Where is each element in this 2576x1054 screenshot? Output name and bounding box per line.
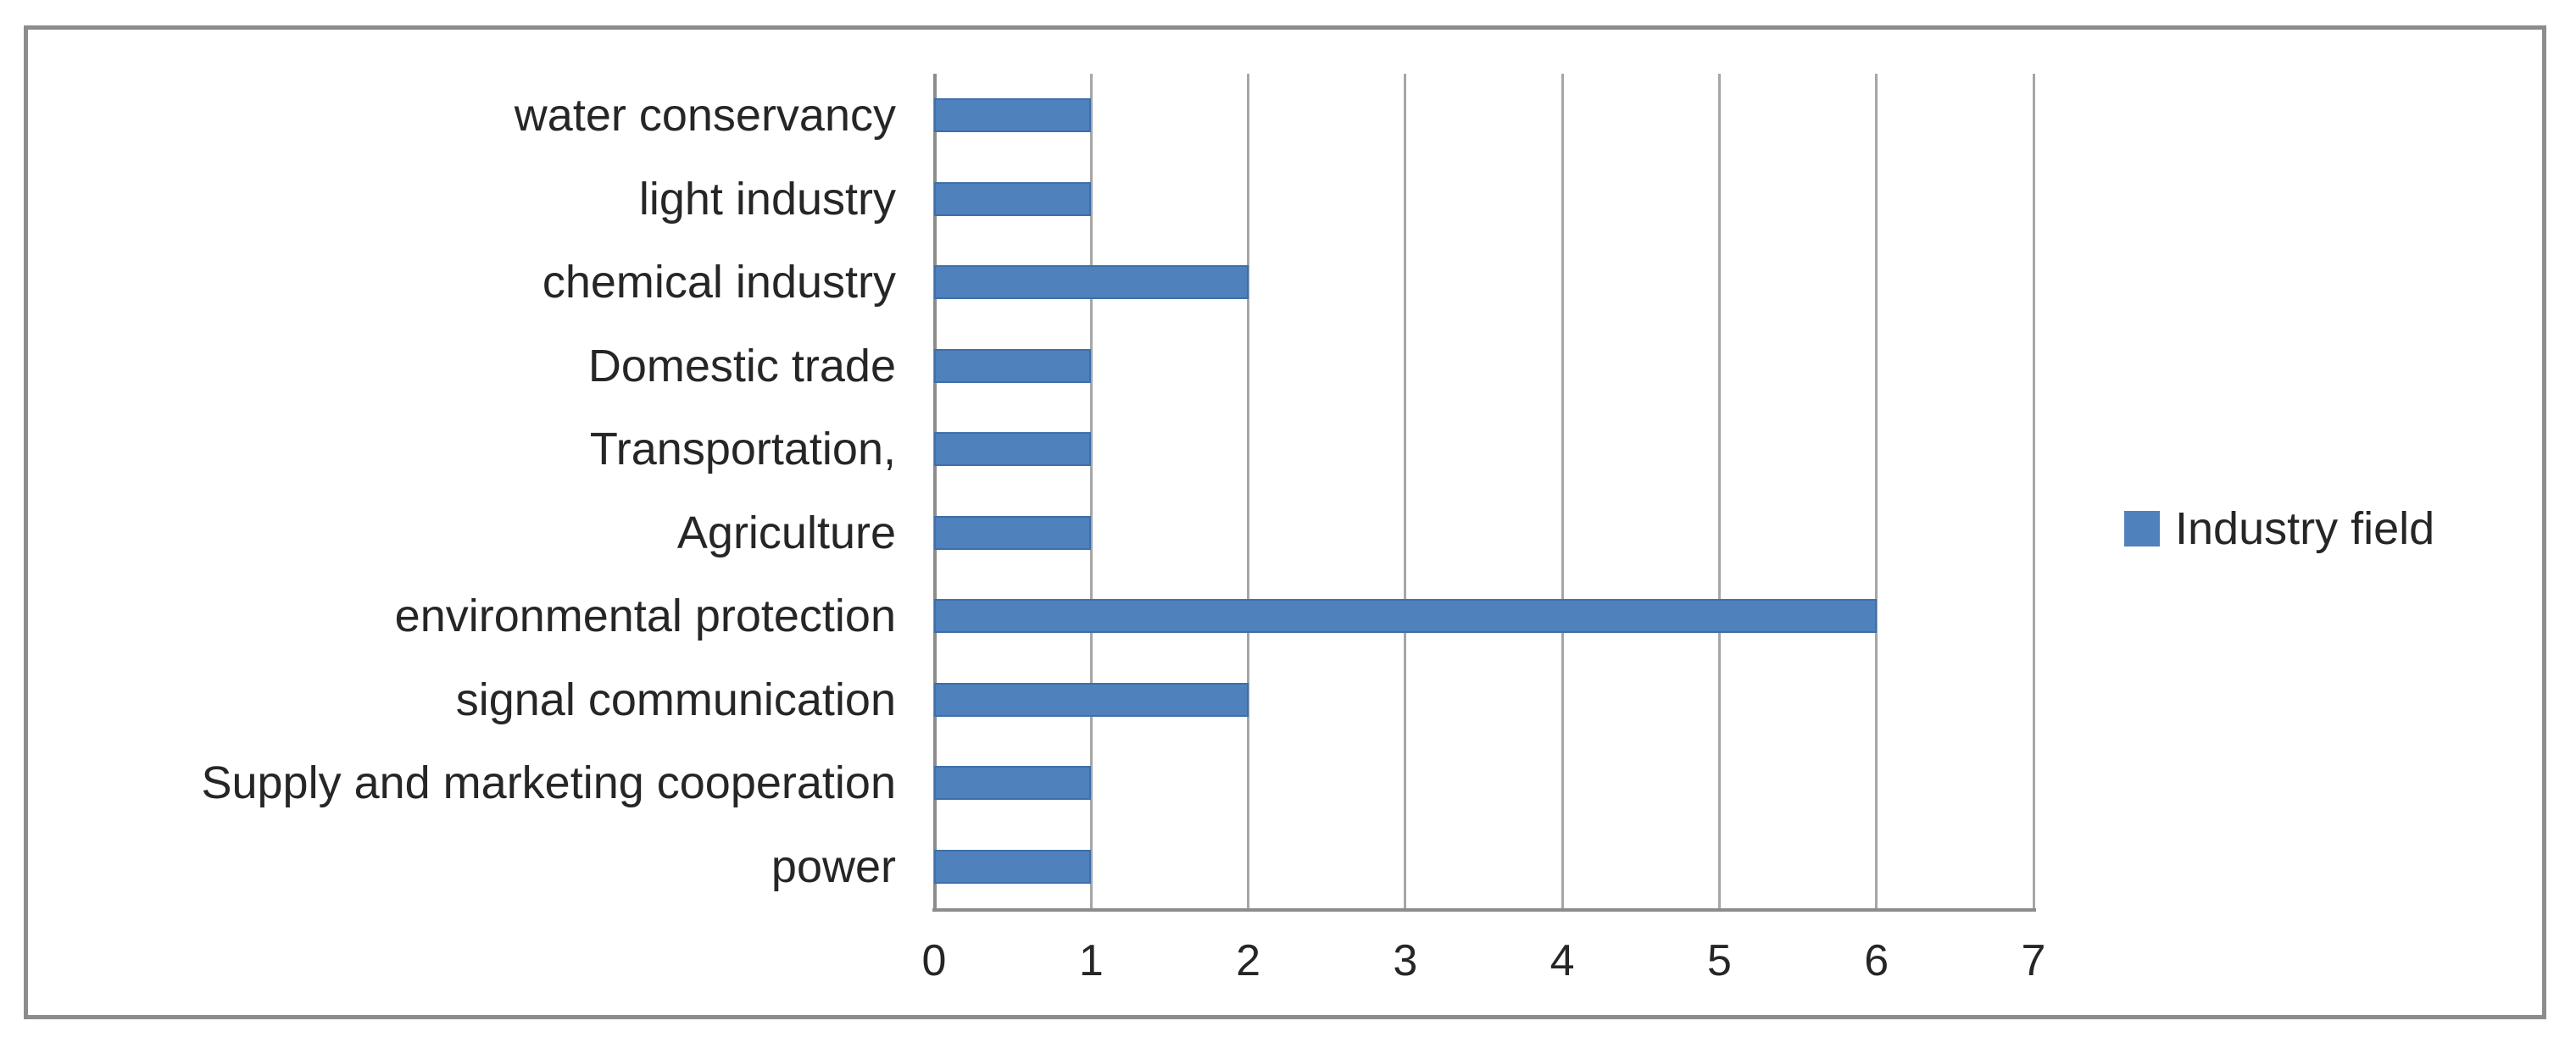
gridline [1404,74,1407,908]
x-axis-tick-label: 6 [1864,936,1889,985]
gridline [1875,74,1878,908]
x-axis-tick-label: 7 [2021,936,2046,985]
category-label: environmental protection [394,591,896,642]
x-axis-tick-label: 1 [1078,936,1104,985]
bar-industry-field [934,98,1092,133]
bar-industry-field [934,181,1092,216]
gridline [1717,74,1721,908]
x-axis-tick-label: 4 [1549,936,1575,985]
x-axis-tick-label: 3 [1393,936,1418,985]
category-label: Transportation, [589,424,896,475]
bar-industry-field [934,682,1249,717]
x-axis-line [932,908,2036,912]
category-label: chemical industry [542,257,896,308]
x-axis-tick-label: 5 [1706,936,1732,985]
legend-label: Industry field [2175,503,2435,554]
category-label: signal communication [455,674,896,725]
bar-industry-field [934,515,1092,550]
x-axis-tick-label: 0 [921,936,947,985]
category-label: water conservancy [514,90,896,141]
category-label: Agriculture [676,507,896,558]
bar-industry-field [934,766,1092,801]
legend-swatch-icon [2124,511,2160,546]
gridline [1247,74,1250,908]
category-label: light industry [638,173,896,225]
bar-industry-field [934,849,1092,884]
legend: Industry field [2124,503,2434,554]
plot-area [934,74,2034,908]
bar-industry-field [934,265,1249,300]
x-axis-tick-label: 2 [1236,936,1261,985]
gridline [1089,74,1093,908]
gridline [2032,74,2035,908]
category-label: Supply and marketing cooperation [201,757,896,809]
category-label: power [771,840,896,892]
bar-industry-field [934,348,1092,383]
bar-industry-field [934,599,1877,634]
category-label: Domestic trade [587,340,896,391]
bar-industry-field [934,432,1092,467]
y-axis-line [932,74,937,908]
gridline [1561,74,1564,908]
